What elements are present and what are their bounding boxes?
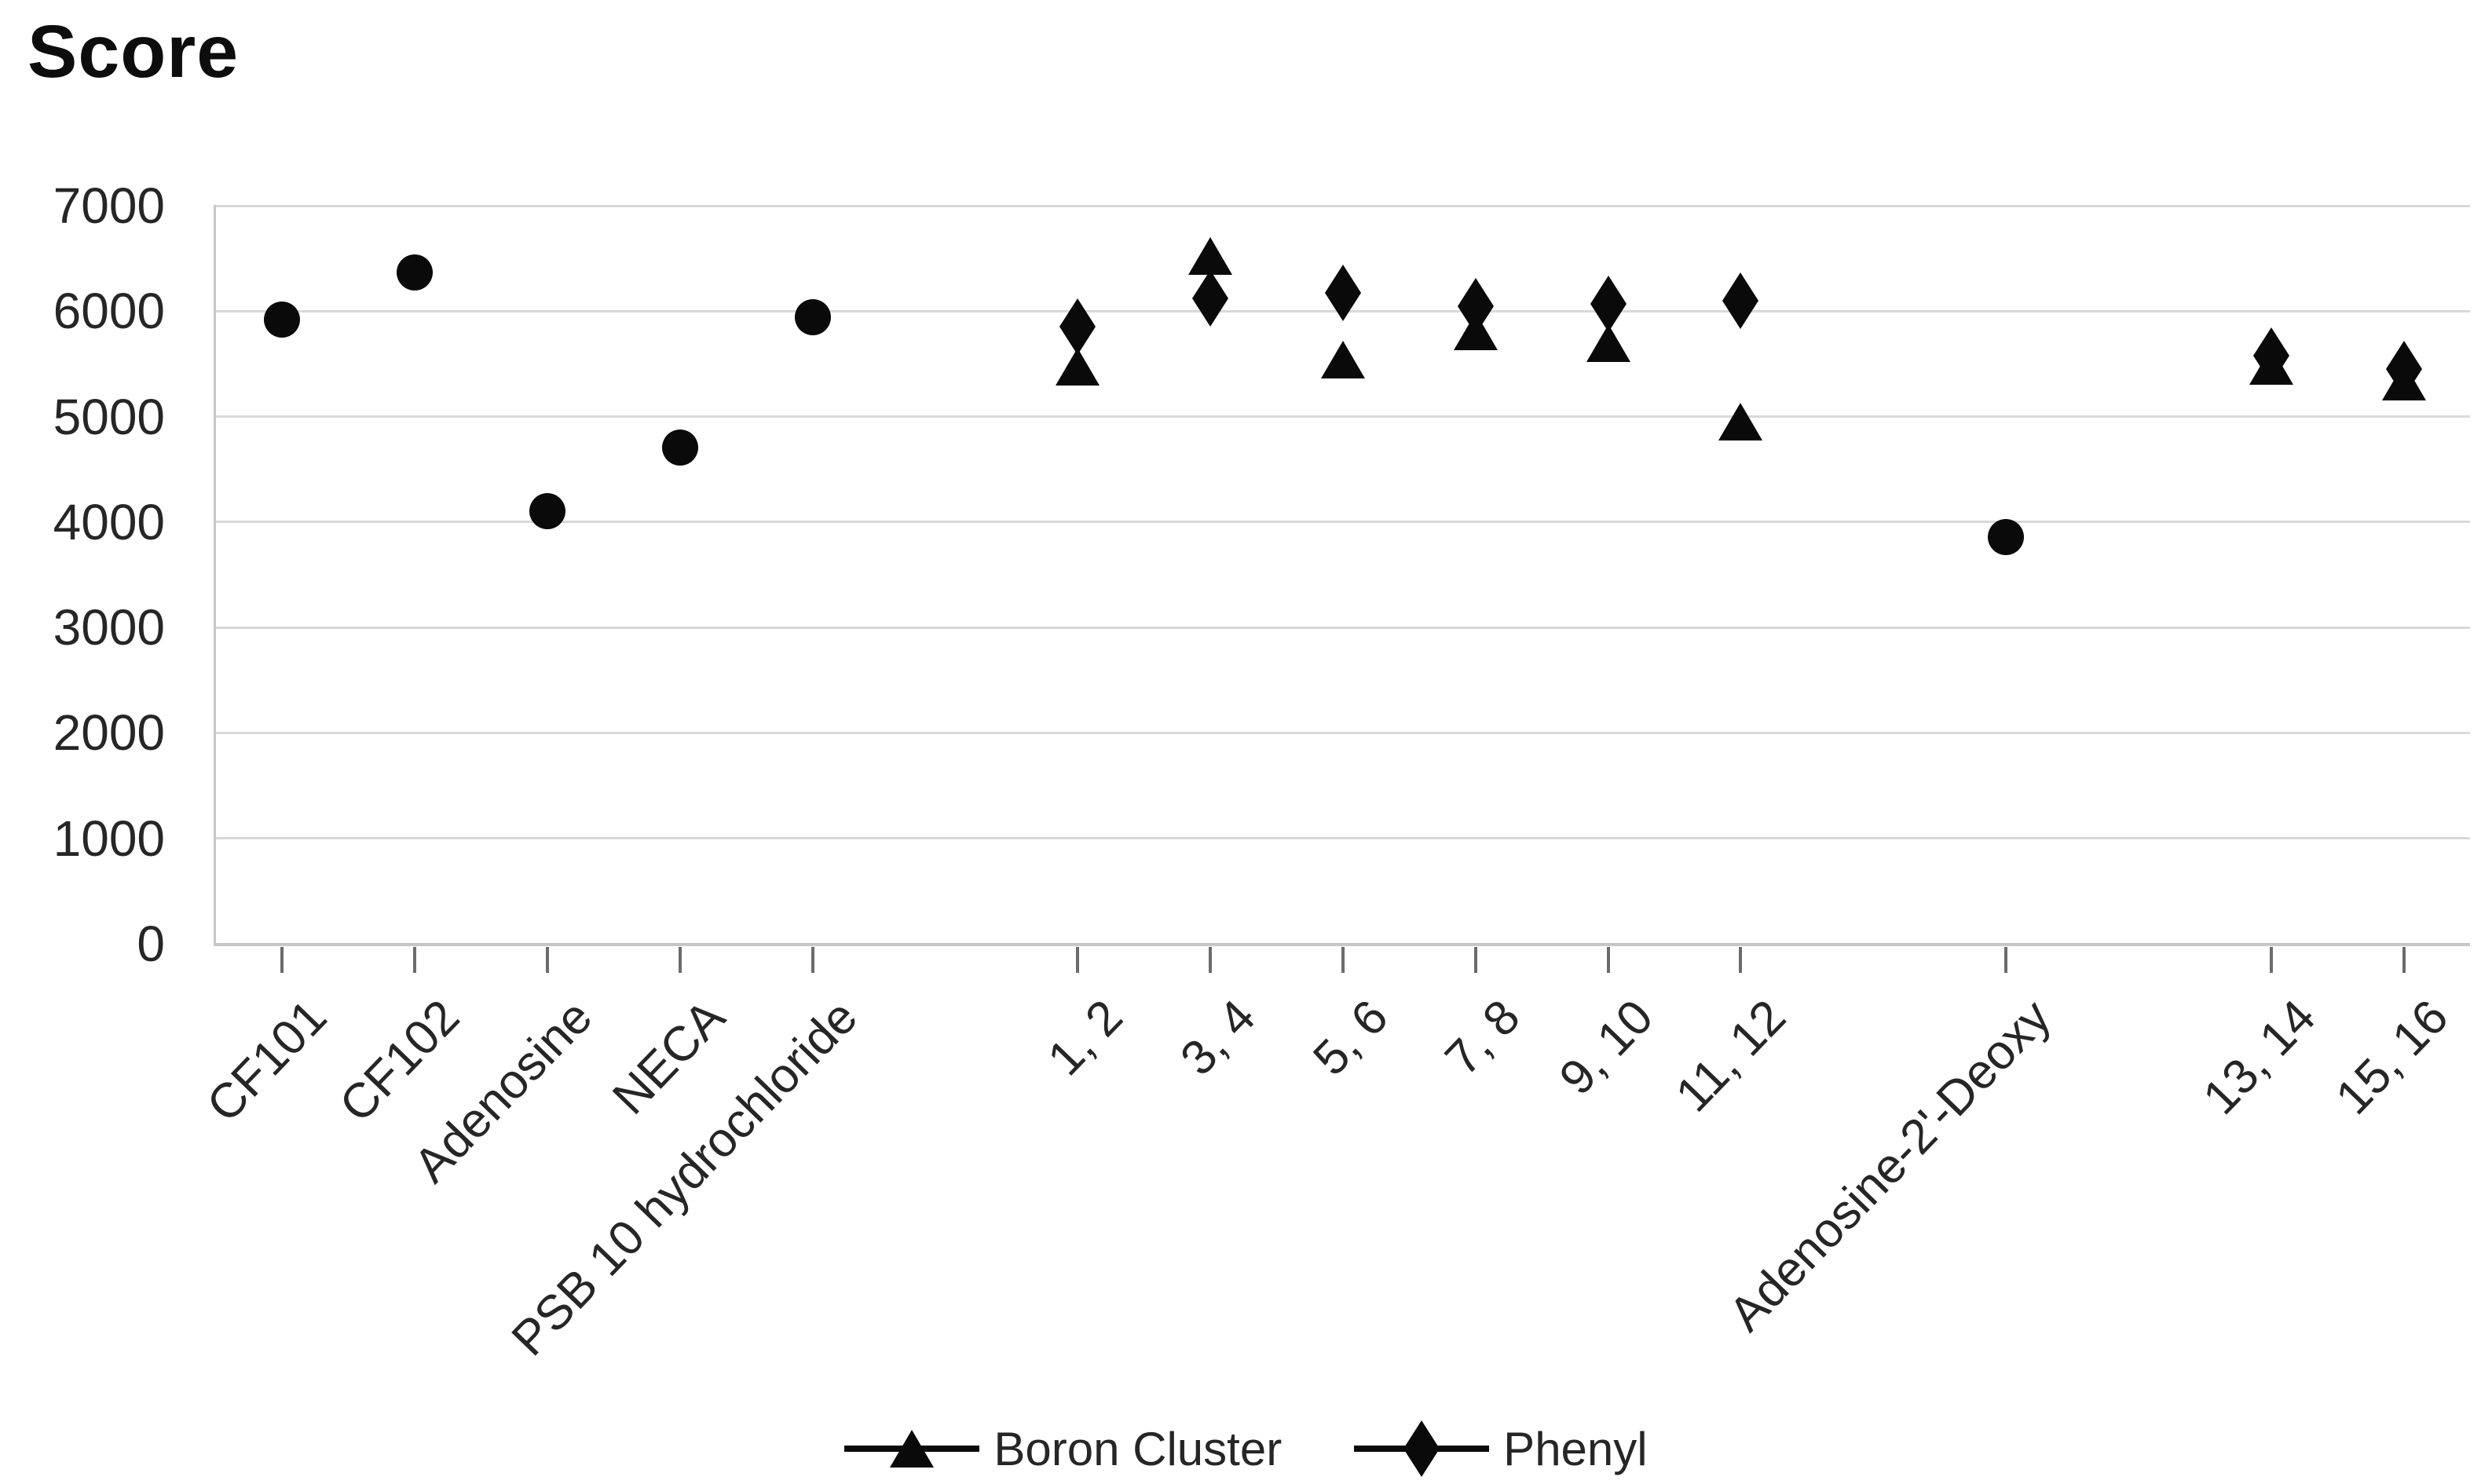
y-tick-label: 7000: [53, 177, 165, 234]
x-tick-label: 5, 6: [1302, 989, 1399, 1086]
diamond-marker: [2385, 341, 2422, 398]
y-axis-line: [214, 204, 216, 945]
diamond-marker: [2252, 327, 2289, 384]
x-tick-label: 11, 12: [1665, 989, 1796, 1123]
x-tick-mark: [413, 947, 417, 973]
x-tick-mark: [1739, 947, 1743, 973]
y-tick-label: 6000: [53, 283, 165, 340]
x-tick-label: CF101: [196, 989, 338, 1133]
y-tick-label: 0: [137, 916, 165, 972]
x-tick-label: 1, 2: [1037, 989, 1133, 1086]
gridline: [216, 626, 2470, 629]
y-tick-label: 1000: [53, 810, 165, 867]
x-axis-line: [214, 942, 2470, 946]
legend-key: [1354, 1419, 1490, 1479]
x-tick-mark: [2402, 947, 2406, 973]
x-tick-mark: [1473, 947, 1477, 973]
legend-item-triangle: Boron Cluster: [844, 1419, 1282, 1479]
gridline: [216, 521, 2470, 524]
x-tick-label: NECA: [602, 989, 736, 1125]
diamond-marker: [1457, 277, 1494, 334]
diamond-marker: [1059, 298, 1096, 356]
circle-marker: [397, 254, 434, 291]
triangle-marker: [1188, 237, 1233, 276]
legend: Boron Cluster Phenyl: [0, 1419, 2492, 1479]
circle-marker: [794, 299, 831, 336]
x-tick-mark: [2004, 947, 2008, 973]
y-tick-label: 2000: [53, 704, 165, 762]
x-tick-label: 9, 10: [1549, 989, 1663, 1106]
triangle-marker: [1056, 348, 1100, 386]
circle-marker: [661, 429, 698, 466]
diamond-marker: [1192, 270, 1229, 327]
x-tick-mark: [1606, 947, 1610, 973]
legend-item-label: Phenyl: [1503, 1422, 1648, 1475]
x-tick-mark: [1209, 947, 1213, 973]
triangle-marker: [1586, 323, 1630, 362]
x-tick-mark: [678, 947, 682, 973]
x-tick-label: 7, 8: [1435, 989, 1531, 1086]
gridline: [216, 731, 2470, 734]
x-tick-mark: [280, 947, 284, 973]
x-tick-mark: [1341, 947, 1345, 973]
gridline: [216, 204, 2470, 207]
diamond-marker: [1325, 265, 1361, 322]
diamond-icon: [1403, 1420, 1440, 1477]
x-tick-mark: [546, 947, 550, 973]
diamond-marker: [1590, 275, 1627, 332]
gridline: [216, 415, 2470, 419]
y-tick-label: 5000: [53, 388, 165, 445]
legend-key: [844, 1419, 980, 1479]
x-tick-label: 15, 16: [2326, 989, 2459, 1125]
x-tick-mark: [2269, 947, 2273, 973]
triangle-marker: [1718, 403, 1763, 441]
x-tick-label: 3, 4: [1169, 989, 1266, 1086]
y-tick-label: 3000: [53, 599, 165, 656]
gridline: [216, 837, 2470, 840]
x-tick-mark: [1076, 947, 1080, 973]
legend-item-diamond: Phenyl: [1354, 1419, 1648, 1479]
circle-marker: [264, 302, 301, 338]
legend-item-label: Boron Cluster: [994, 1422, 1283, 1475]
triangle-icon: [890, 1430, 935, 1468]
circle-marker: [529, 493, 566, 530]
x-tick-mark: [811, 947, 814, 973]
x-tick-label: 13, 14: [2193, 989, 2326, 1125]
diamond-marker: [1722, 272, 1759, 329]
triangle-marker: [1321, 341, 1365, 379]
circle-marker: [1988, 518, 2025, 555]
chart-title: Score: [27, 10, 240, 93]
y-tick-label: 4000: [53, 493, 165, 550]
